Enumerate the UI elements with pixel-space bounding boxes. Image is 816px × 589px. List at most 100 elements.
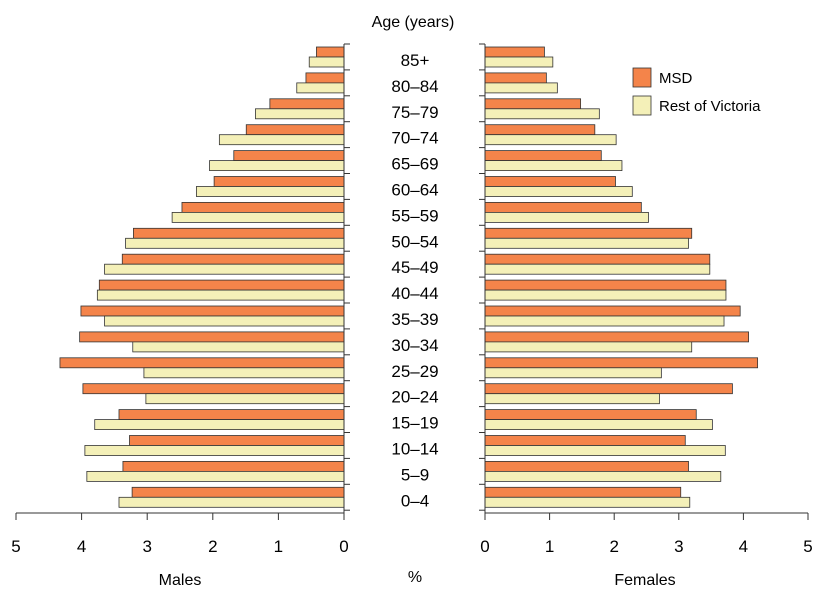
female-bar-rest-of-victoria-15-19 bbox=[484, 419, 713, 431]
male-bar-rest-of-victoria-45-49 bbox=[104, 263, 345, 275]
age-label-70-74: 70–74 bbox=[391, 129, 438, 148]
male-bar-msd-15-19 bbox=[118, 409, 345, 421]
male-x-tick-label: 5 bbox=[11, 537, 20, 556]
female-bar-rest-of-victoria-70-74 bbox=[484, 134, 617, 146]
female-x-tick-label: 4 bbox=[739, 537, 748, 556]
female-bar-msd-10-14 bbox=[484, 435, 686, 446]
male-bar-rest-of-victoria-75-79 bbox=[255, 108, 345, 120]
male-bar-msd-5-9 bbox=[122, 460, 345, 472]
female-bar-msd-5-9 bbox=[484, 460, 689, 472]
female-bar-rest-of-victoria-25-29 bbox=[484, 367, 662, 379]
male-bar-msd-35-39 bbox=[80, 305, 345, 317]
female-bar-msd-55-59 bbox=[484, 201, 642, 213]
age-label-65-69: 65–69 bbox=[391, 155, 438, 174]
male-bar-msd-0-4 bbox=[131, 486, 345, 498]
male-bar-rest-of-victoria-25-29 bbox=[143, 367, 345, 379]
legend-label-msd: MSD bbox=[659, 70, 693, 87]
female-bar-rest-of-victoria-20-24 bbox=[484, 393, 660, 405]
female-bar-rest-of-victoria-40-44 bbox=[484, 289, 727, 301]
male-bar-rest-of-victoria-15-19 bbox=[94, 419, 345, 431]
male-bar-msd-65-69 bbox=[233, 150, 345, 162]
female-bar-rest-of-victoria-75-79 bbox=[484, 108, 600, 120]
age-label-10-14: 10–14 bbox=[391, 440, 438, 459]
male-x-tick-label: 2 bbox=[208, 537, 217, 556]
female-bar-msd-20-24 bbox=[484, 383, 733, 395]
female-bar-msd-65-69 bbox=[484, 150, 602, 162]
male-bar-rest-of-victoria-40-44 bbox=[96, 289, 345, 301]
female-bar-msd-45-49 bbox=[484, 253, 711, 265]
age-label-75-79: 75–79 bbox=[391, 103, 438, 122]
male-bar-msd-40-44 bbox=[98, 279, 345, 291]
female-bar-rest-of-victoria-65-69 bbox=[484, 160, 623, 172]
male-bar-rest-of-victoria-30-34 bbox=[132, 341, 345, 353]
female-x-tick-label: 0 bbox=[480, 537, 489, 556]
males-axis-label: Males bbox=[159, 572, 202, 589]
male-bar-msd-85 bbox=[316, 46, 345, 58]
age-label-20-24: 20–24 bbox=[391, 388, 438, 407]
male-x-tick-label: 4 bbox=[77, 537, 86, 556]
female-bar-rest-of-victoria-55-59 bbox=[484, 211, 649, 223]
female-bar-rest-of-victoria-0-4 bbox=[484, 496, 691, 508]
male-bar-rest-of-victoria-65-69 bbox=[209, 160, 345, 172]
male-bar-rest-of-victoria-80-84 bbox=[296, 82, 345, 94]
male-bar-rest-of-victoria-10-14 bbox=[84, 445, 345, 456]
female-x-tick-label: 2 bbox=[609, 537, 618, 556]
male-bar-rest-of-victoria-70-74 bbox=[218, 134, 345, 146]
female-x-tick-label: 5 bbox=[803, 537, 812, 556]
age-label-15-19: 15–19 bbox=[391, 414, 438, 433]
female-x-tick-label: 3 bbox=[674, 537, 683, 556]
male-bar-msd-60-64 bbox=[213, 176, 345, 187]
male-bar-msd-20-24 bbox=[82, 383, 345, 395]
male-bar-msd-45-49 bbox=[121, 253, 345, 265]
legend-swatch-msd bbox=[632, 67, 652, 88]
male-bar-msd-10-14 bbox=[129, 435, 345, 446]
female-bar-msd-60-64 bbox=[484, 176, 616, 187]
age-label-5-9: 5–9 bbox=[401, 465, 429, 484]
female-x-tick-label: 1 bbox=[545, 537, 554, 556]
female-bar-msd-70-74 bbox=[484, 124, 596, 136]
male-bar-msd-25-29 bbox=[59, 357, 345, 369]
legend-swatch-rest-of-victoria bbox=[632, 95, 652, 116]
legend-label-rest-of-victoria: Rest of Victoria bbox=[659, 98, 761, 115]
age-label-80-84: 80–84 bbox=[391, 77, 438, 96]
female-bar-rest-of-victoria-30-34 bbox=[484, 341, 693, 353]
age-label-0-4: 0–4 bbox=[401, 491, 429, 510]
male-x-tick-label: 3 bbox=[142, 537, 151, 556]
female-bar-rest-of-victoria-50-54 bbox=[484, 237, 689, 249]
age-label-60-64: 60–64 bbox=[391, 181, 438, 200]
male-bar-msd-30-34 bbox=[79, 331, 345, 343]
age-label-45-49: 45–49 bbox=[391, 258, 438, 277]
male-bar-rest-of-victoria-50-54 bbox=[125, 237, 345, 249]
age-label-40-44: 40–44 bbox=[391, 284, 438, 303]
female-bar-msd-75-79 bbox=[484, 98, 582, 110]
female-bar-msd-40-44 bbox=[484, 279, 727, 291]
females-axis-label: Females bbox=[614, 572, 675, 589]
male-bar-msd-75-79 bbox=[269, 98, 345, 110]
female-bar-msd-15-19 bbox=[484, 409, 697, 421]
female-bar-rest-of-victoria-5-9 bbox=[484, 470, 722, 482]
female-bar-msd-30-34 bbox=[484, 331, 749, 343]
male-bar-rest-of-victoria-55-59 bbox=[171, 211, 345, 223]
male-bar-msd-70-74 bbox=[245, 124, 345, 136]
age-label-30-34: 30–34 bbox=[391, 336, 438, 355]
female-bar-msd-25-29 bbox=[484, 357, 759, 369]
age-axis-title: Age (years) bbox=[372, 14, 455, 31]
male-x-tick-label: 1 bbox=[274, 537, 283, 556]
age-label-35-39: 35–39 bbox=[391, 310, 438, 329]
age-group-labels: 85+ 80–84 75–79 70–74 65–69 60–64 55–59 50–54 45… bbox=[391, 51, 438, 510]
female-bar-msd-80-84 bbox=[484, 72, 547, 84]
male-bar-msd-55-59 bbox=[181, 201, 345, 213]
male-bar-rest-of-victoria-5-9 bbox=[86, 470, 345, 482]
female-bar-rest-of-victoria-85 bbox=[484, 56, 554, 68]
male-bar-rest-of-victoria-85 bbox=[308, 56, 345, 68]
female-bar-msd-35-39 bbox=[484, 305, 741, 317]
female-bars bbox=[479, 43, 759, 513]
male-bar-rest-of-victoria-35-39 bbox=[104, 315, 345, 327]
female-bar-rest-of-victoria-80-84 bbox=[484, 82, 558, 94]
male-bar-rest-of-victoria-20-24 bbox=[145, 393, 345, 405]
female-bar-msd-0-4 bbox=[484, 486, 682, 498]
female-bar-rest-of-victoria-10-14 bbox=[484, 445, 726, 456]
age-label-55-59: 55–59 bbox=[391, 206, 438, 225]
chart-legend: MSD Rest of Victoria bbox=[632, 67, 761, 116]
